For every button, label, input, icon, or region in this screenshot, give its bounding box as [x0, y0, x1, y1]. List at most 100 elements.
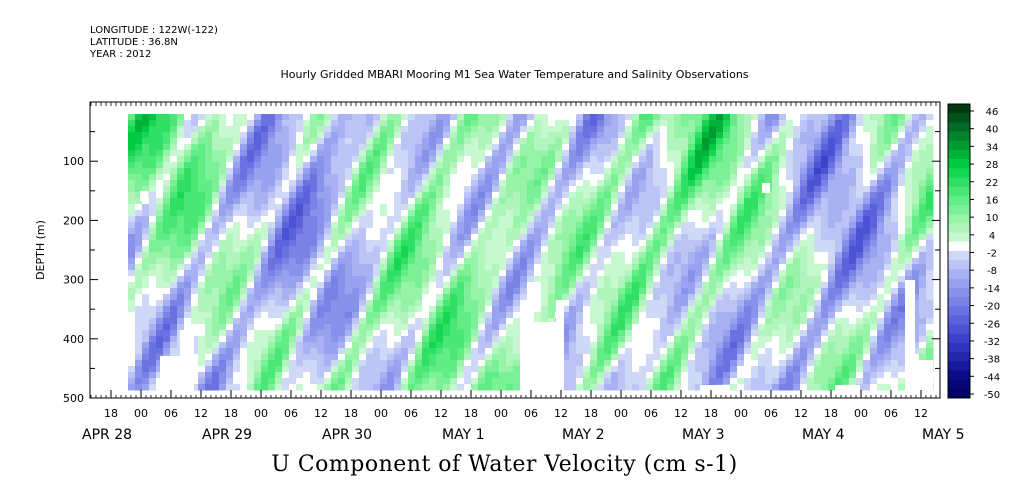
colorbar-label: 40 [986, 125, 999, 136]
latitude-label: LATITUDE : 36.8N [90, 37, 178, 48]
x-tick-label: 06 [884, 407, 898, 420]
colorbar-label: 4 [989, 231, 995, 242]
colorbar-swatch [948, 177, 970, 187]
colorbar-label: 22 [986, 178, 999, 189]
x-tick-label: 12 [794, 407, 808, 420]
x-tick-label: 00 [134, 407, 148, 420]
x-axis-label: U Component of Water Velocity (cm s-1) [271, 452, 738, 477]
colorbar-label: 16 [986, 195, 999, 206]
x-tick-label: 12 [314, 407, 328, 420]
colorbar-swatch [948, 296, 970, 307]
colorbar-swatch [948, 214, 970, 224]
x-tick-label: 18 [704, 407, 718, 420]
longitude-label: LONGITUDE : 122W(-122) [90, 25, 218, 36]
year-label: YEAR : 2012 [90, 49, 152, 60]
colorbar-label: -2 [987, 249, 997, 260]
colorbar-frame [947, 103, 971, 399]
x-tick-label: 18 [824, 407, 838, 420]
x-date-label: MAY 5 [922, 427, 964, 443]
colorbar-label: 10 [986, 213, 999, 224]
heatmap-field [128, 114, 934, 392]
x-tick-label: 06 [764, 407, 778, 420]
colorbar: 46 40 34 28 22 16 10 4 -2 -8 -14 -20 -26 -32 -38 -44 -50 [947, 103, 1000, 401]
colorbar-swatch [948, 370, 970, 380]
x-tick-label: 06 [524, 407, 538, 420]
colorbar-label: -32 [984, 337, 1000, 348]
x-date-label: APR 29 [202, 427, 252, 443]
x-date-label: APR 30 [322, 427, 372, 443]
colorbar-swatch [948, 315, 970, 325]
x-tick-label: 06 [164, 407, 178, 420]
colorbar-swatch [948, 186, 970, 197]
colorbar-label: -38 [984, 355, 1000, 366]
x-date-label: MAY 4 [802, 427, 845, 443]
colorbar-swatch [948, 122, 970, 132]
colorbar-swatch [948, 269, 970, 279]
x-tick-label: 00 [614, 407, 628, 420]
colorbar-label: -26 [984, 319, 1000, 330]
colorbar-swatch [948, 388, 970, 399]
y-tick-label: 500 [63, 392, 84, 405]
x-date-label: MAY 3 [682, 427, 724, 443]
x-tick-label: 12 [914, 407, 928, 420]
colorbar-swatch [948, 149, 970, 160]
x-date-label: MAY 1 [442, 427, 484, 443]
x-tick-label: 00 [494, 407, 508, 420]
colorbar-label: -44 [984, 372, 1000, 383]
plot-axes: 100 200 300 400 500 DEPTH (m) 18 00 06 12 18 00 06 12… [34, 101, 964, 443]
colorbar-label: -14 [984, 284, 1000, 295]
colorbar-swatch [948, 361, 970, 371]
colorbar-label: 46 [986, 107, 999, 118]
y-tick-label: 400 [63, 333, 84, 346]
colorbar-swatch [948, 324, 970, 334]
x-tick-label: 00 [374, 407, 388, 420]
y-tick-label: 200 [63, 214, 84, 227]
x-tick-label: 18 [464, 407, 478, 420]
x-tick-label: 00 [254, 407, 268, 420]
colorbar-swatch [948, 333, 970, 344]
colorbar-swatch [948, 168, 970, 178]
x-tick-label: 06 [404, 407, 418, 420]
colorbar-swatch [948, 260, 970, 270]
colorbar-swatch [948, 287, 970, 298]
colorbar-swatch [948, 306, 970, 316]
y-tick-label: 300 [63, 274, 84, 287]
x-date-label: MAY 2 [562, 427, 604, 443]
colorbar-swatch [948, 140, 970, 151]
x-date-label: APR 28 [82, 427, 132, 443]
colorbar-swatch [948, 278, 970, 289]
colorbar-label: 28 [986, 160, 999, 171]
colorbar-label: 34 [986, 142, 999, 153]
x-tick-label: 00 [854, 407, 868, 420]
colorbar-swatch [948, 342, 970, 353]
y-axis-label: DEPTH (m) [34, 220, 47, 280]
colorbar-swatch [948, 232, 970, 243]
chart-title: Hourly Gridded MBARI Mooring M1 Sea Wate… [280, 68, 749, 81]
colorbar-label: -50 [984, 390, 1000, 401]
x-tick-label: 18 [224, 407, 238, 420]
x-tick-label: 18 [344, 407, 358, 420]
colorbar-swatch [948, 131, 970, 142]
colorbar-swatch [948, 223, 970, 233]
colorbar-label: -8 [987, 266, 997, 277]
colorbar-swatch [948, 195, 970, 206]
x-tick-label: 06 [284, 407, 298, 420]
colorbar-swatch [948, 352, 970, 362]
x-tick-label: 18 [584, 407, 598, 420]
colorbar-swatch [948, 205, 970, 215]
x-tick-label: 12 [194, 407, 208, 420]
x-tick-label: 06 [644, 407, 658, 420]
x-tick-label: 12 [434, 407, 448, 420]
x-tick-label: 12 [674, 407, 688, 420]
x-tick-label: 00 [734, 407, 748, 420]
colorbar-swatch [948, 113, 970, 123]
colorbar-swatch [948, 241, 970, 252]
colorbar-label: -20 [984, 302, 1000, 313]
colorbar-swatch [948, 251, 970, 261]
x-tick-label: 18 [104, 407, 118, 420]
x-tick-label: 12 [554, 407, 568, 420]
colorbar-swatch [948, 104, 970, 114]
colorbar-swatch [948, 159, 970, 169]
y-tick-label: 100 [63, 155, 84, 168]
